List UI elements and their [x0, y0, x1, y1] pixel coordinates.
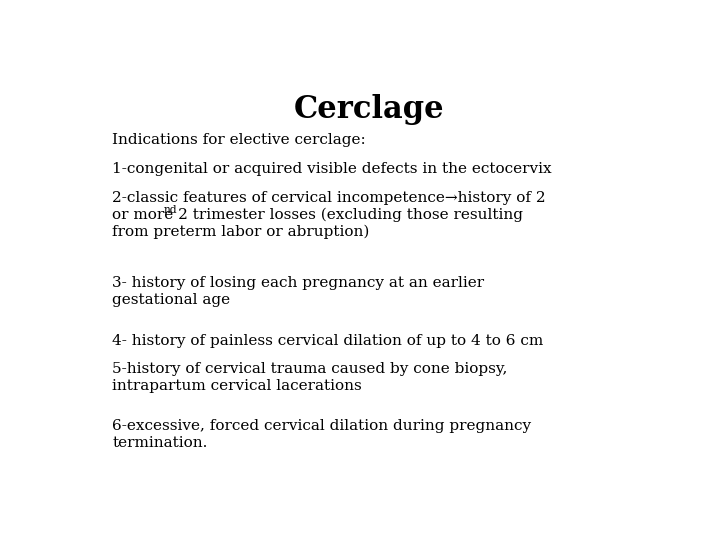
Text: Indications for elective cerclage:: Indications for elective cerclage: [112, 133, 366, 147]
Text: nd: nd [163, 205, 177, 215]
Text: 6-excessive, forced cervical dilation during pregnancy
termination.: 6-excessive, forced cervical dilation du… [112, 419, 531, 450]
Text: 3- history of losing each pregnancy at an earlier
gestational age: 3- history of losing each pregnancy at a… [112, 276, 485, 307]
Text: 5-history of cervical trauma caused by cone biopsy,
intrapartum cervical lacerat: 5-history of cervical trauma caused by c… [112, 362, 508, 393]
Text: 2-classic features of cervical incompetence→history of 2
or more 2 trimester los: 2-classic features of cervical incompete… [112, 191, 546, 239]
Text: 1-congenital or acquired visible defects in the ectocervix: 1-congenital or acquired visible defects… [112, 162, 552, 176]
Text: 4- history of painless cervical dilation of up to 4 to 6 cm: 4- history of painless cervical dilation… [112, 334, 544, 348]
Text: Cerclage: Cerclage [294, 94, 444, 125]
